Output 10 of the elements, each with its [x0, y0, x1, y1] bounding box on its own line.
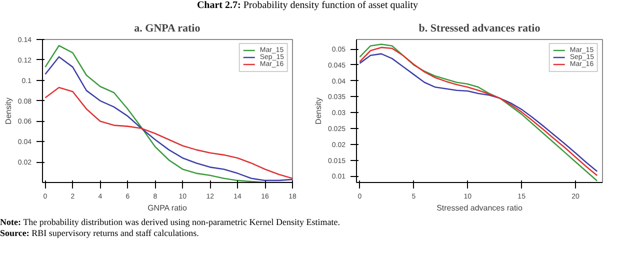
y-axis-title: Density [314, 97, 323, 124]
source-note: Source: RBI supervisory returns and staff calculations. [0, 228, 199, 238]
chart-title: a. GNPA ratio [134, 22, 201, 34]
line-series [44, 86, 292, 179]
text: Note: The probability distribution was derived using non-parametric Kernel Density Estimate. [0, 216, 340, 226]
caption: Chart 2.7: Probability density function of asset quality [196, 0, 418, 12]
x-axis-title: GNPA ratio [148, 203, 188, 212]
y-axis-title: Density [4, 97, 13, 124]
chart-title: b. Stressed advances ratio [418, 22, 541, 34]
x-axis-title: Stressed advances ratio [436, 203, 523, 212]
